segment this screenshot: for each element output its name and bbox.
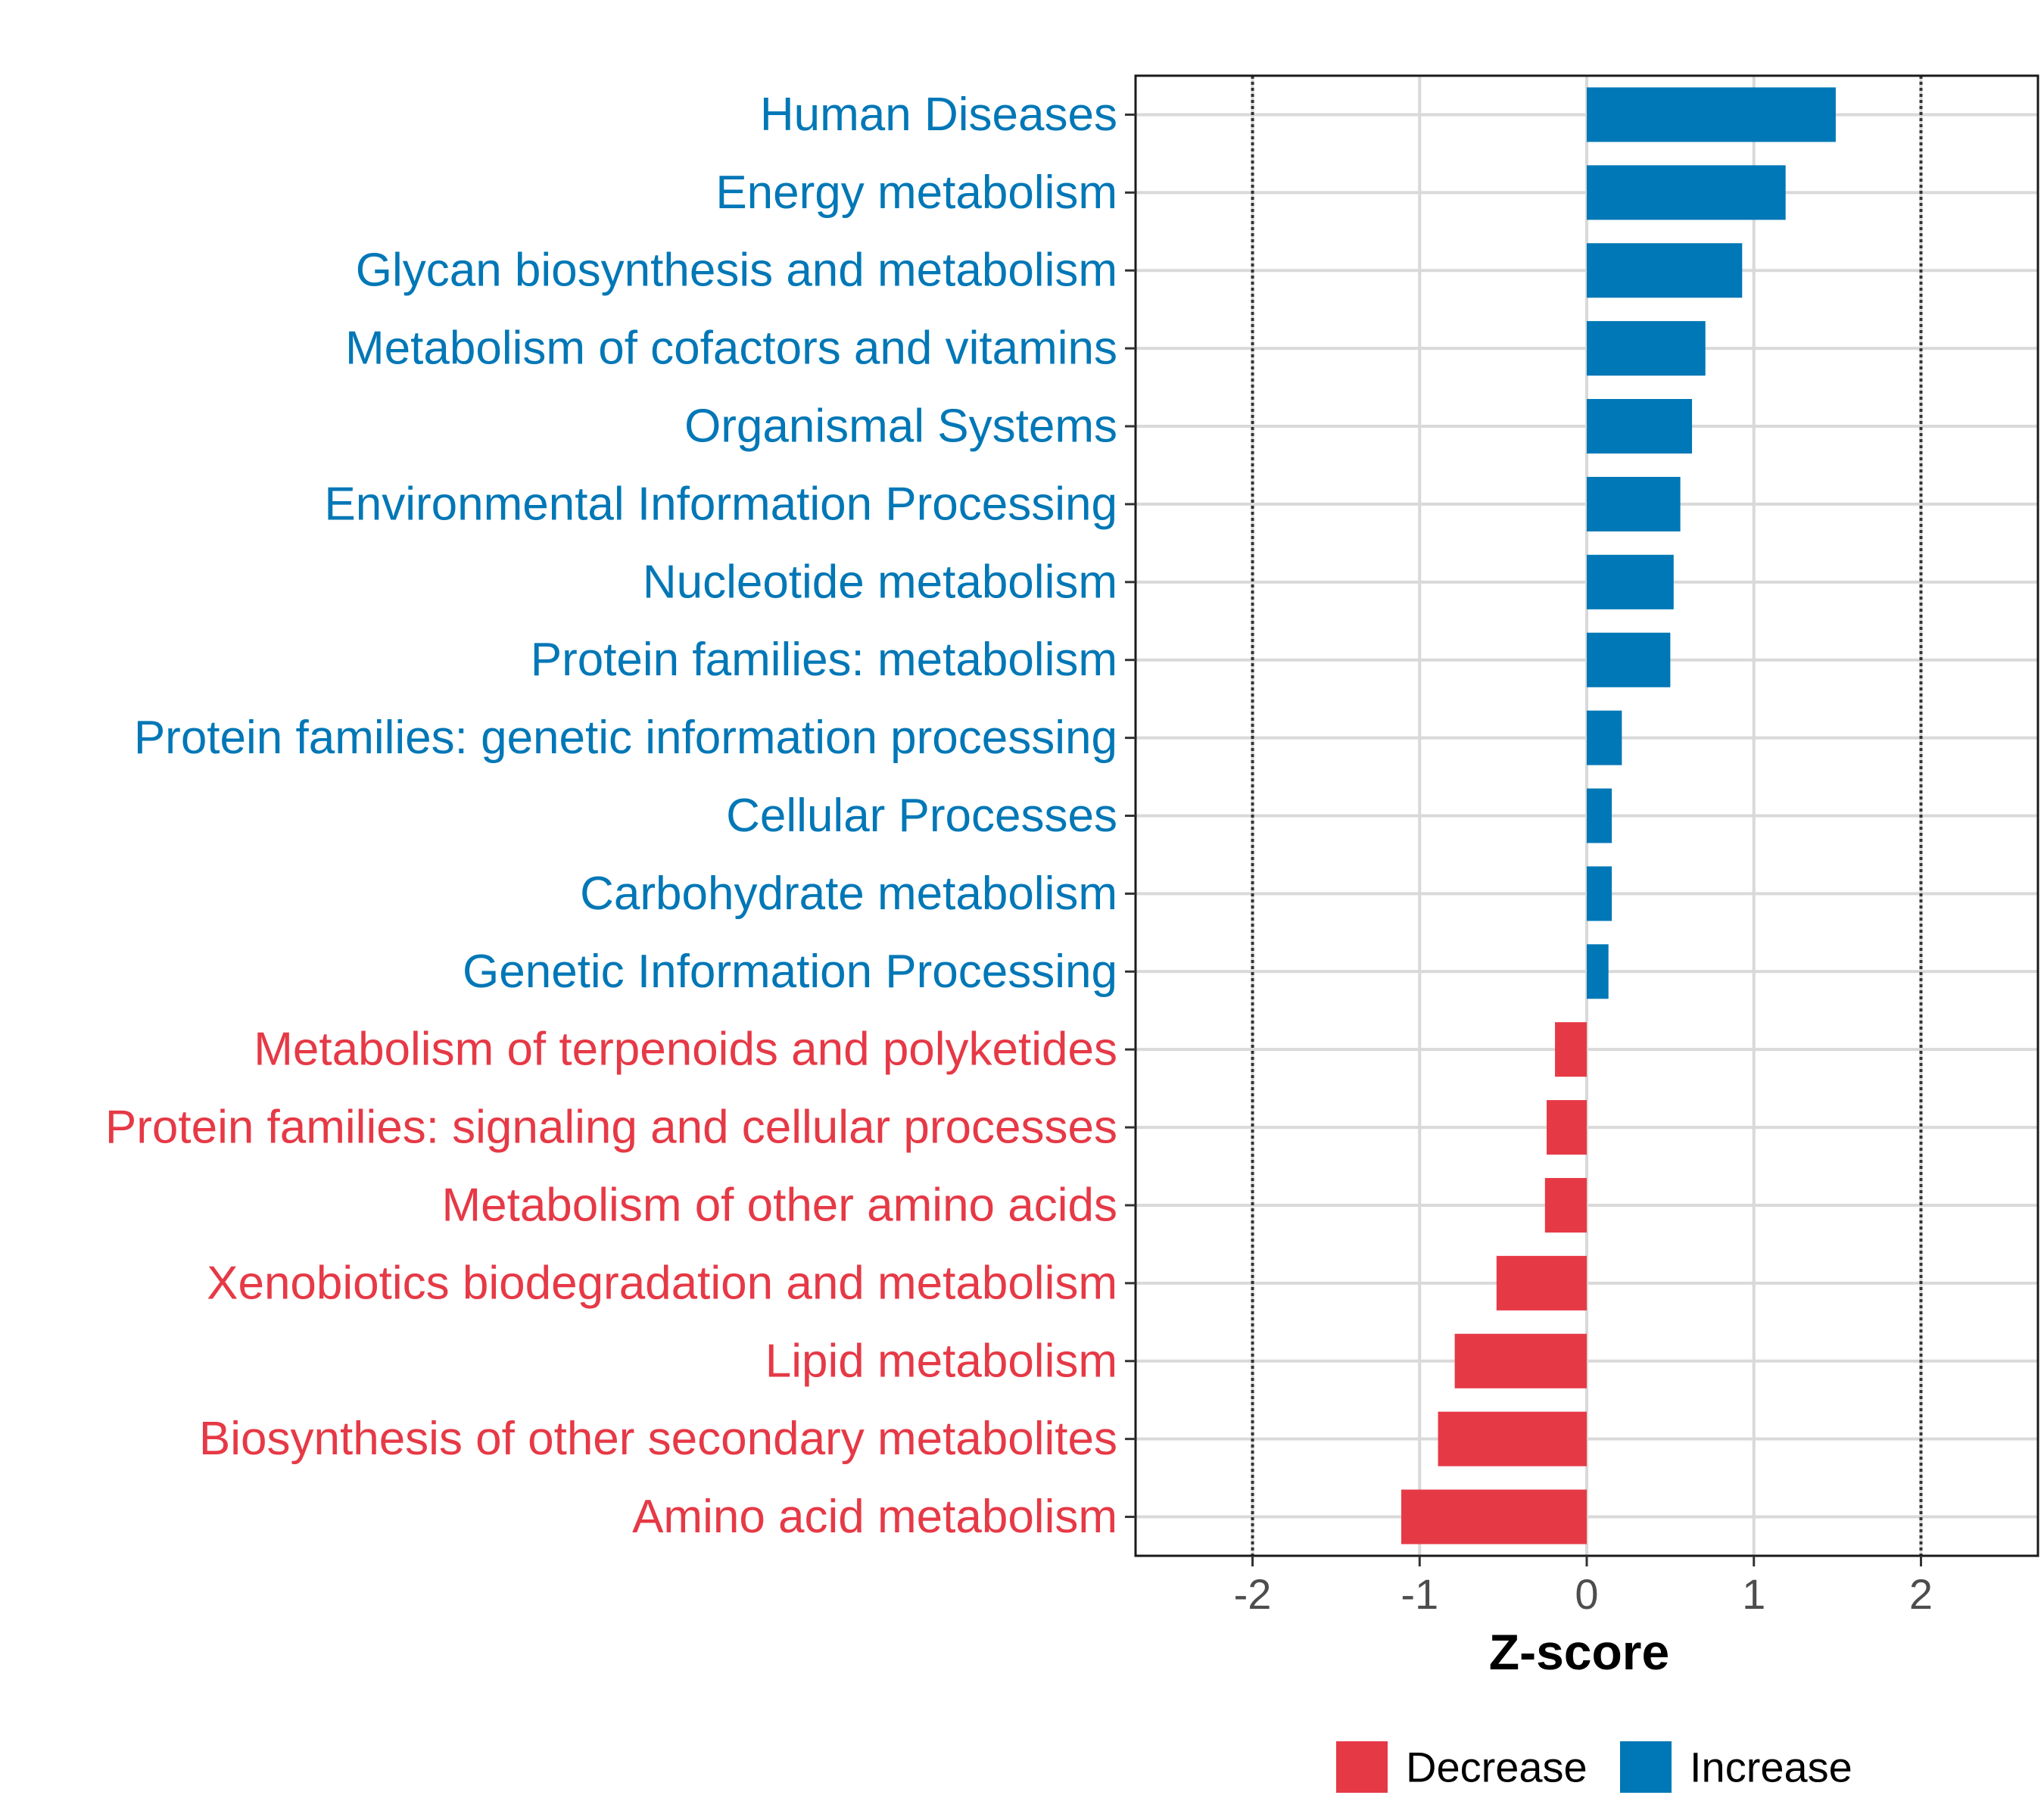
category-label: Metabolism of terpenoids and polyketides [254, 1024, 1117, 1076]
bar [1587, 944, 1609, 999]
category-label: Metabolism of other amino acids [441, 1179, 1117, 1231]
legend-swatch [1336, 1741, 1388, 1793]
y-axis-ticks [1125, 113, 1136, 1519]
bar [1587, 554, 1674, 609]
category-label: Genetic Information Processing [463, 946, 1117, 998]
category-label: Energy metabolism [715, 167, 1117, 219]
bar [1555, 1022, 1587, 1077]
category-label: Carbohydrate metabolism [580, 868, 1117, 920]
bar [1587, 399, 1693, 454]
x-axis-title: Z-score [1489, 1624, 1669, 1680]
y-axis-category-labels: Human Diseases Energy metabolism Glycan bi… [105, 89, 1117, 1543]
bar [1544, 1177, 1587, 1233]
category-label: Glycan biosynthesis and metabolism [356, 245, 1117, 297]
bar [1587, 87, 1836, 142]
x-tick-label: 1 [1742, 1570, 1765, 1618]
bar [1587, 243, 1743, 298]
bar [1454, 1333, 1587, 1388]
category-label: Protein families: genetic information pr… [134, 712, 1117, 764]
bar [1587, 476, 1681, 531]
reference-lines [1251, 76, 1923, 1556]
category-label: Xenobiotics biodegradation and metabolis… [207, 1257, 1117, 1309]
bar-layer [1401, 87, 1836, 1544]
legend-label: Increase [1690, 1744, 1852, 1791]
legend-label: Decrease [1406, 1744, 1588, 1791]
bar [1547, 1100, 1587, 1155]
category-label: Amino acid metabolism [632, 1491, 1117, 1543]
category-label: Nucleotide metabolism [643, 556, 1117, 608]
x-tick-label: -1 [1401, 1570, 1438, 1618]
category-label: Organismal Systems [684, 400, 1117, 453]
category-label: Protein families: signaling and cellular… [105, 1102, 1117, 1154]
category-label: Environmental Information Processing [324, 478, 1117, 530]
bar [1587, 710, 1622, 765]
bar [1401, 1489, 1587, 1544]
x-tick-label: 0 [1575, 1570, 1598, 1618]
legend-swatch [1620, 1741, 1672, 1793]
bar [1438, 1411, 1587, 1466]
category-label: Lipid metabolism [765, 1335, 1117, 1387]
bar [1587, 866, 1612, 921]
bar [1496, 1255, 1587, 1311]
bar [1587, 788, 1612, 843]
category-label: Metabolism of cofactors and vitamins [345, 323, 1117, 375]
bar [1587, 321, 1706, 376]
category-label: Cellular Processes [726, 790, 1117, 842]
bar [1587, 165, 1786, 220]
category-label: Biosynthesis of other secondary metaboli… [199, 1413, 1117, 1465]
x-tick-label: 2 [1909, 1570, 1933, 1618]
category-label: Protein families: metabolism [531, 634, 1117, 686]
x-tick-label: -2 [1234, 1570, 1272, 1618]
legend: Decrease Increase [1336, 1741, 1852, 1793]
category-label: Human Diseases [760, 89, 1117, 141]
bar [1587, 632, 1671, 687]
x-axis-ticks: -2 -1 0 1 2 [1234, 1556, 1933, 1618]
